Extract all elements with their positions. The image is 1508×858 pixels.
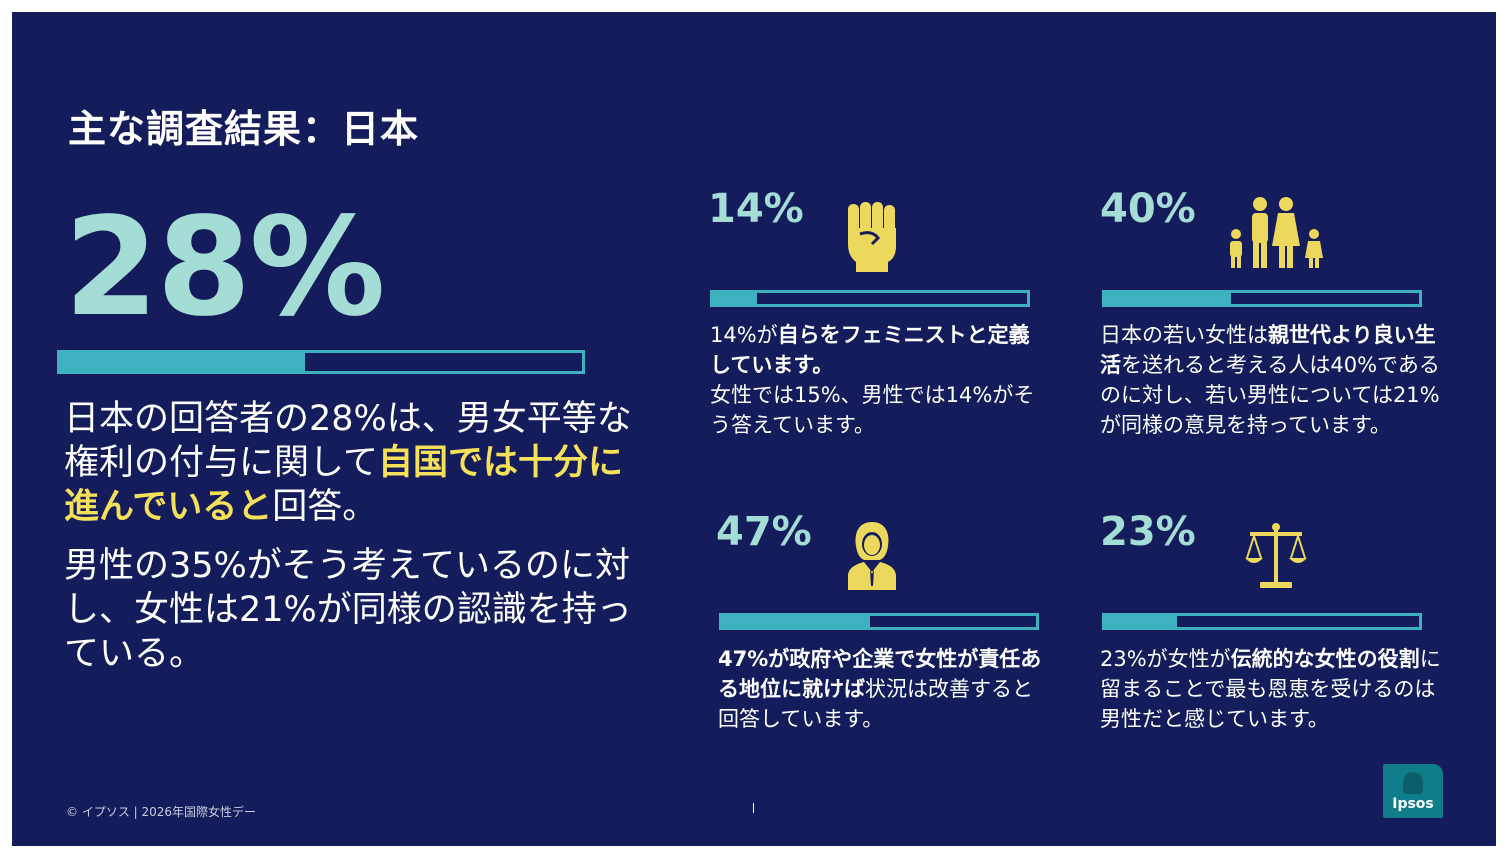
stat-1-progress-bar [710,290,1030,307]
logo-mark [1403,772,1423,794]
stat-2-description: 日本の若い女性は親世代より良い生活を送れると考える人は40%であるのに対し、若い… [1100,320,1445,440]
stat-2-lead: 日本の若い女性は [1100,323,1268,347]
hero-progress-bar [57,350,585,374]
stat-2-bold: 親世代より良い生活 [1100,323,1436,377]
scales-icon [1244,522,1308,594]
stat-1-lead: 14%が [710,323,778,347]
hero-progress-fill [60,353,306,371]
stat-3-progress-fill [722,616,870,627]
hero-description-2: 男性の35%がそう考えているのに対し、女性は21%が同様の認識を持っている。 [64,546,632,674]
stat-3-description: 47%が政府や企業で女性が責任ある地位に就けば状況は改善すると回答しています。 [718,644,1053,734]
stat-4-lead: 23%が女性が [1100,647,1231,671]
stat-3-bold: 47%が政府や企業で女性が責任ある地位に就けば [718,647,1042,701]
page-title: 主な調査結果：日本 [68,107,420,151]
hero-percentage: 28% [64,189,386,347]
divider-tick [753,803,754,813]
hero-text-b: 回答。 [272,487,378,527]
slide: 主な調査結果：日本 28% 日本の回答者の28%は、男女平等な権利の付与に関して… [12,12,1496,846]
stat-1-progress-fill [713,293,757,304]
footer-copyright: © イプソス | 2026年国際女性デー [66,805,257,819]
stat-4-description: 23%が女性が伝統的な女性の役割に留まることで最も恩恵を受けるのは男性だと感じて… [1100,644,1445,734]
stat-4-progress-fill [1105,616,1178,627]
stat-3-value: 47% [716,509,812,555]
stat-2-rest: を送れると考える人は40%であるのに対し、若い男性については21%が同様の意見を… [1100,353,1440,437]
stat-1-value: 14% [708,186,804,232]
logo-text: Ipsos [1392,796,1434,812]
stat-1-description: 14%が自らをフェミニストと定義しています。 女性では15%、男性では14%がそう… [710,320,1050,440]
hero-text-highlight: 自国では十分に進んでいると [64,443,623,527]
ipsos-logo: Ipsos [1383,764,1443,818]
stat-1-rest: 女性では15%、男性では14%がそう答えています。 [710,383,1035,437]
stat-4-value: 23% [1100,509,1196,555]
stat-3-rest: 状況は改善すると回答しています。 [718,677,1033,731]
stat-2-progress-bar [1102,290,1422,307]
stat-4-bold: 伝統的な女性の役割 [1230,647,1420,671]
raised-fist-icon [844,200,900,278]
stat-3-progress-bar [719,613,1039,630]
stat-4-progress-bar [1102,613,1422,630]
stat-2-value: 40% [1100,186,1196,232]
businesswoman-icon [844,520,900,594]
hero-description: 日本の回答者の28%は、男女平等な権利の付与に関して自国では十分に進んでいると回… [64,397,634,529]
stat-4-rest: に留まることで最も恩恵を受けるのは男性だと感じています。 [1100,647,1441,731]
hero-text-a: 日本の回答者の28%は、男女平等な権利の付与に関して [64,399,632,483]
family-icon [1224,196,1328,274]
stat-1-bold: 自らをフェミニストと定義しています。 [710,323,1030,377]
stat-2-progress-fill [1105,293,1231,304]
